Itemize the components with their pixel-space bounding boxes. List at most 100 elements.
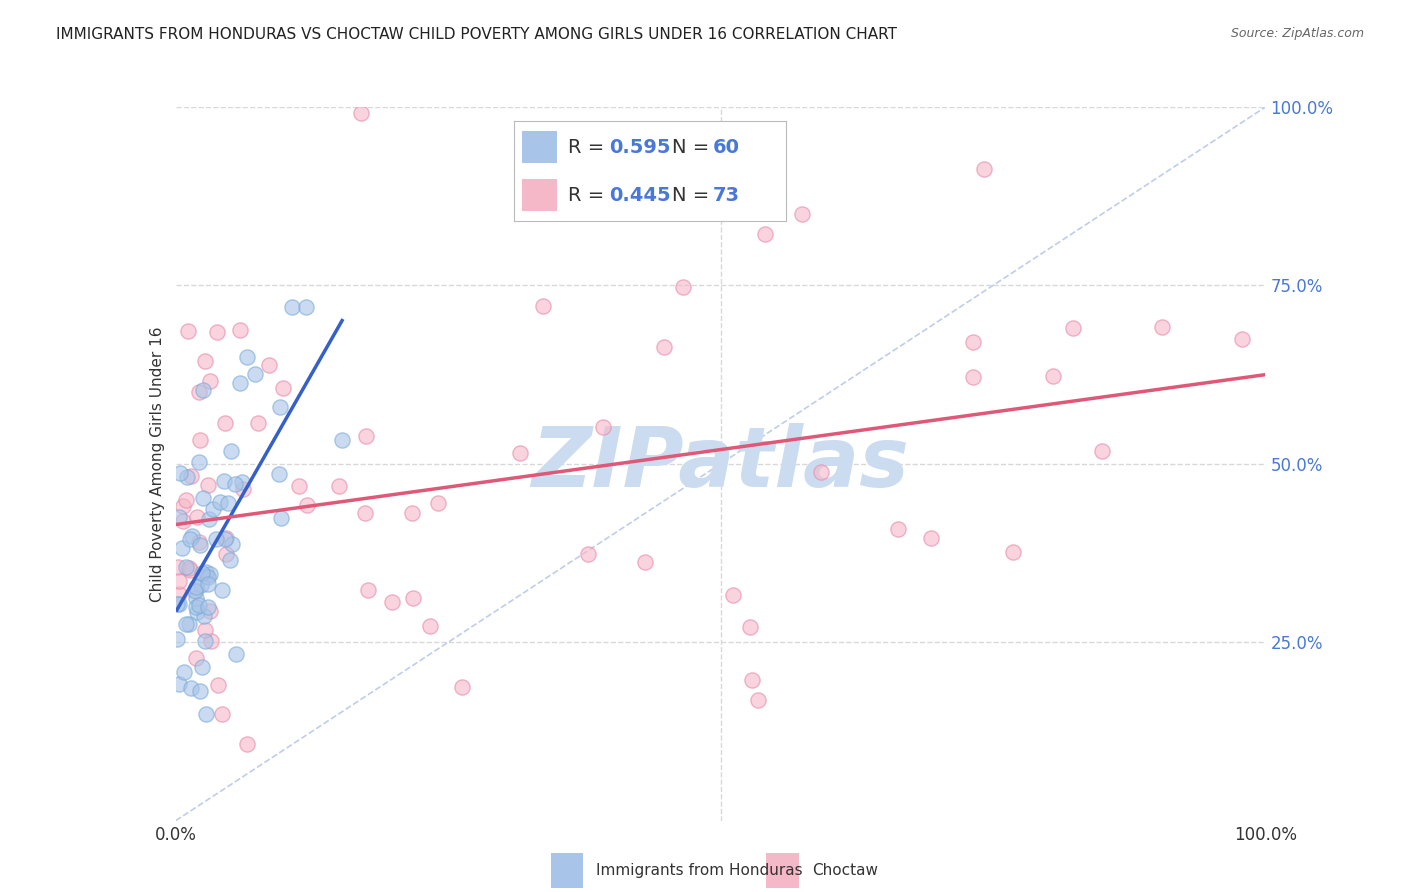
Point xyxy=(267,467,290,482)
Point xyxy=(212,474,235,488)
Point xyxy=(754,227,776,242)
Point xyxy=(215,531,238,545)
Point xyxy=(269,401,291,415)
Point xyxy=(176,470,198,484)
Point xyxy=(179,532,201,546)
Point xyxy=(217,495,239,509)
Point xyxy=(193,491,215,505)
Point xyxy=(188,384,211,399)
Point xyxy=(228,322,250,336)
Point xyxy=(193,608,215,623)
Point xyxy=(188,684,211,698)
Point xyxy=(921,531,943,545)
Point xyxy=(167,509,190,524)
Point xyxy=(194,353,217,368)
Point xyxy=(166,597,188,611)
Point xyxy=(183,583,205,598)
Point xyxy=(401,506,423,520)
Point xyxy=(381,594,404,608)
Point xyxy=(973,161,995,176)
Point xyxy=(243,368,266,382)
Point xyxy=(654,339,676,353)
Point xyxy=(224,477,246,491)
Point xyxy=(194,706,217,721)
Point xyxy=(810,465,832,479)
Point xyxy=(194,633,217,648)
Point xyxy=(172,514,194,528)
Point xyxy=(402,591,425,606)
Point xyxy=(236,737,259,751)
Point xyxy=(232,483,254,497)
Point xyxy=(1002,545,1025,559)
Point xyxy=(747,692,769,706)
Text: IMMIGRANTS FROM HONDURAS VS CHOCTAW CHILD POVERTY AMONG GIRLS UNDER 16 CORRELATI: IMMIGRANTS FROM HONDURAS VS CHOCTAW CHIL… xyxy=(56,27,897,42)
Point xyxy=(201,501,224,516)
Point xyxy=(576,547,599,561)
Point xyxy=(357,582,380,597)
Point xyxy=(215,547,238,561)
Point xyxy=(184,591,207,606)
Point xyxy=(270,511,292,525)
Point xyxy=(179,563,201,577)
Point xyxy=(509,445,531,459)
Point xyxy=(281,300,304,314)
Point xyxy=(225,648,247,662)
Point xyxy=(672,280,695,294)
Point xyxy=(214,532,236,546)
Point xyxy=(419,619,441,633)
Point xyxy=(231,475,253,489)
Point xyxy=(214,416,236,430)
Point xyxy=(197,577,219,591)
Point xyxy=(167,677,190,691)
Point xyxy=(167,559,190,574)
Point xyxy=(177,560,200,574)
Point xyxy=(228,376,250,390)
Point xyxy=(173,500,195,514)
Point xyxy=(354,506,377,520)
Point xyxy=(188,434,211,448)
Point xyxy=(167,574,190,589)
Point xyxy=(200,634,222,648)
Point xyxy=(184,650,207,665)
Point xyxy=(180,468,202,483)
Point xyxy=(1091,444,1114,458)
Point xyxy=(288,479,311,493)
Point xyxy=(962,370,984,384)
Point xyxy=(273,381,295,395)
Point xyxy=(167,597,190,611)
Point xyxy=(221,537,243,551)
Point xyxy=(721,588,744,602)
Point xyxy=(257,358,280,372)
Point xyxy=(173,665,195,680)
Point xyxy=(219,443,242,458)
Point xyxy=(170,541,193,556)
Point xyxy=(169,466,191,480)
Point xyxy=(451,680,474,694)
Point xyxy=(1230,332,1253,346)
Point xyxy=(211,582,233,597)
Point xyxy=(194,623,217,637)
Point xyxy=(592,419,614,434)
Point xyxy=(177,324,200,338)
Point xyxy=(184,580,207,594)
Point xyxy=(198,604,221,618)
Point xyxy=(186,509,208,524)
Point xyxy=(188,598,211,612)
Point xyxy=(197,477,219,491)
Point xyxy=(247,416,270,430)
Point xyxy=(235,350,257,364)
Point xyxy=(174,560,197,574)
Point xyxy=(790,207,813,221)
Point xyxy=(218,553,240,567)
Point xyxy=(195,569,218,583)
Point xyxy=(174,616,197,631)
Point xyxy=(295,300,318,314)
Point xyxy=(350,106,373,120)
Point xyxy=(1042,369,1064,384)
Point xyxy=(204,532,226,546)
Point xyxy=(427,496,450,510)
Point xyxy=(887,522,910,536)
Point xyxy=(174,493,197,508)
Point xyxy=(166,632,188,646)
Point xyxy=(741,673,763,687)
